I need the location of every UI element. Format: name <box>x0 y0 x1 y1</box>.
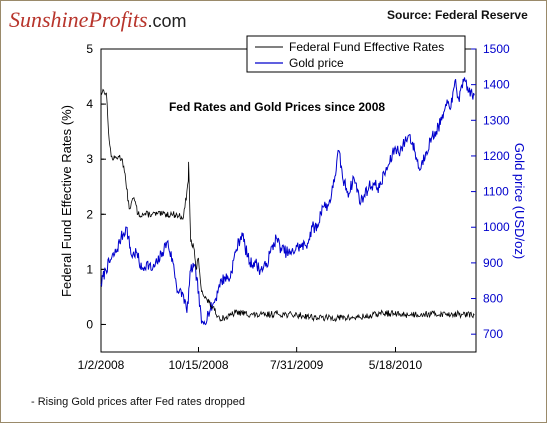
source-label: Source: Federal Reserve <box>387 8 528 22</box>
right-axis-tick-label: 900 <box>483 256 503 270</box>
right-axis-tick-labels: 700 800 900 1000 1100 1200 1300 1400 1500 <box>483 42 510 341</box>
right-axis-tick-label: 1400 <box>483 78 510 92</box>
left-axis-tick-label: 5 <box>86 42 93 56</box>
brand-logo-suffix: .com <box>147 11 187 31</box>
brand-logo-text: SunshineProfits <box>9 7 148 32</box>
chart-title: Fed Rates and Gold Prices since 2008 <box>169 100 385 114</box>
right-axis-tick-label: 1100 <box>483 185 509 199</box>
legend-label-fed-rate: Federal Fund Effective Rates <box>289 40 444 54</box>
left-axis-tick-label: 2 <box>86 207 93 221</box>
left-axis-label: Federal Fund Effective Rates (%) <box>59 105 74 297</box>
left-axis-tick-label: 3 <box>86 152 93 166</box>
left-axis-tick-label: 0 <box>86 317 93 331</box>
left-axis-tick-label: 1 <box>86 262 93 276</box>
legend-label-gold: Gold price <box>289 56 344 70</box>
series-line-fed-rate <box>100 88 475 323</box>
left-axis-tick-label: 4 <box>86 97 93 111</box>
x-axis-tick-label: 10/15/2008 <box>168 358 228 372</box>
right-axis-tick-label: 1300 <box>483 113 510 127</box>
x-axis-tick-label: 7/31/2009 <box>270 358 324 372</box>
x-axis-tick-labels: 1/2/2008 10/15/2008 7/31/2009 5/18/2010 <box>78 358 423 372</box>
plot-area <box>100 48 477 353</box>
footnote: - Rising Gold prices after Fed rates dro… <box>31 396 245 408</box>
right-axis-label: Gold price (USD/oz) <box>512 143 527 259</box>
right-axis-tick-label: 1500 <box>483 42 510 56</box>
left-axis-tick-labels: 0 1 2 3 4 5 <box>86 42 93 331</box>
x-axis-tick-label: 1/2/2008 <box>78 358 125 372</box>
right-axis-tick-label: 700 <box>483 327 503 341</box>
series-line-gold-price <box>100 77 475 326</box>
series-layer <box>100 77 475 326</box>
x-axis-tick-label: 5/18/2010 <box>369 358 423 372</box>
right-axis-tick-label: 1200 <box>483 149 510 163</box>
right-axis-tick-label: 800 <box>483 292 503 306</box>
brand-logo[interactable]: SunshineProfits.com <box>9 7 187 33</box>
legend: Federal Fund Effective Rates Gold price <box>246 35 466 73</box>
legend-box <box>246 35 466 73</box>
axis-ticks <box>100 48 476 352</box>
right-axis-tick-label: 1000 <box>483 220 510 234</box>
